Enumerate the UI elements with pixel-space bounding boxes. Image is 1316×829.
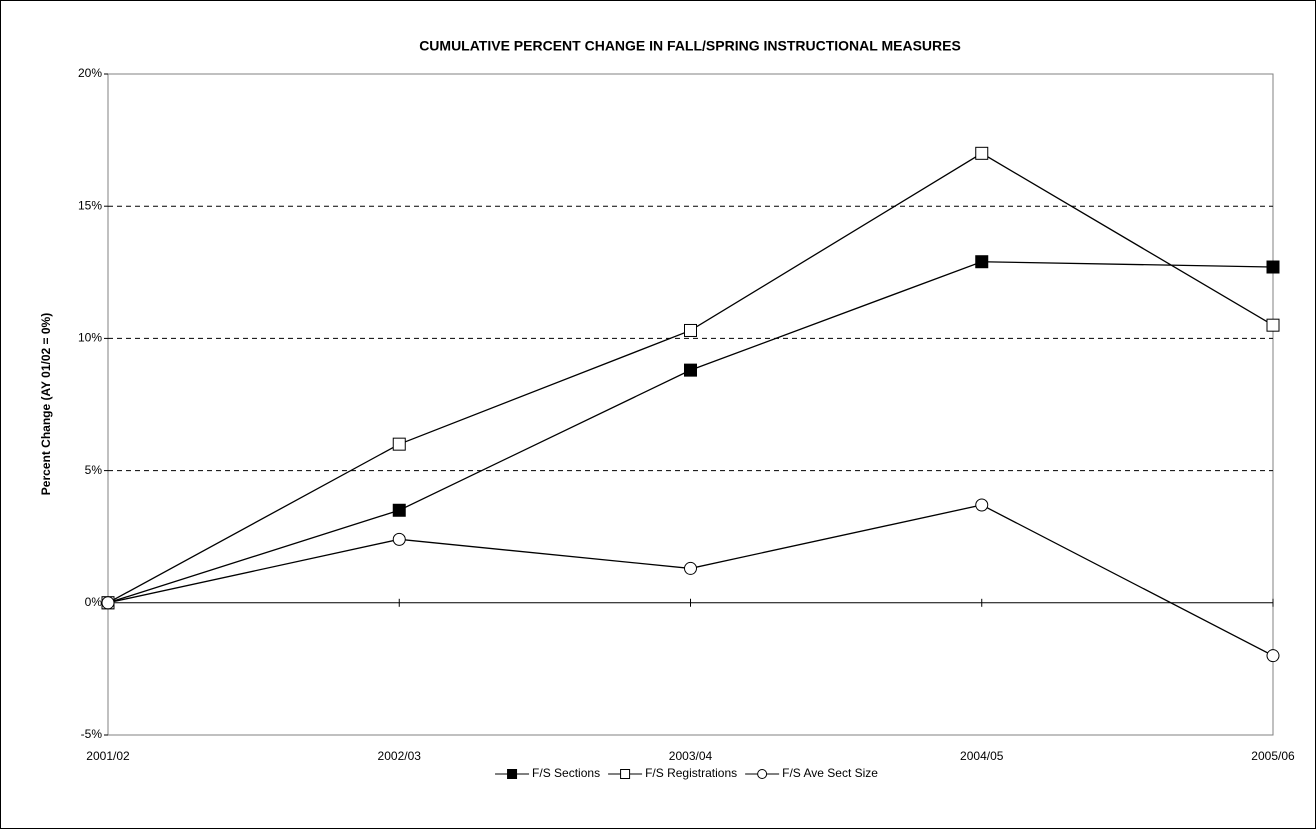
marker — [392, 437, 406, 451]
marker — [507, 769, 518, 779]
x-tick-label: 2002/03 — [378, 749, 422, 763]
marker — [757, 769, 768, 779]
marker — [684, 323, 697, 337]
legend-label: F/S Registrations — [645, 766, 737, 780]
x-tick-label: 2004/05 — [960, 749, 1004, 763]
marker — [975, 498, 989, 512]
marker — [101, 596, 115, 610]
legend-label: F/S Ave Sect Size — [782, 766, 878, 780]
marker — [1266, 318, 1280, 332]
x-tick-label: 2001/02 — [86, 749, 130, 763]
y-tick-label: 15% — [78, 198, 102, 212]
marker — [1266, 260, 1280, 274]
marker — [392, 503, 406, 517]
y-tick-label: -5% — [81, 727, 103, 741]
marker — [684, 363, 697, 377]
y-axis-label: Percent Change (AY 01/02 = 0%) — [39, 313, 53, 495]
legend-label: F/S Sections — [532, 766, 600, 780]
x-tick-label: 2003/04 — [669, 749, 713, 763]
legend: F/S Sections F/S Registrations F/S Ave Sec… — [495, 766, 878, 780]
marker — [620, 769, 631, 779]
marker — [975, 255, 989, 269]
y-tick-label: 0% — [85, 595, 103, 609]
y-tick-label: 5% — [85, 463, 103, 477]
marker — [684, 561, 697, 575]
y-tick-label: 20% — [78, 66, 102, 80]
marker — [975, 146, 989, 160]
y-tick-label: 10% — [78, 331, 102, 345]
chart-title: CUMULATIVE PERCENT CHANGE IN FALL/SPRING… — [419, 38, 961, 54]
marker — [1266, 649, 1280, 663]
plot-area — [107, 73, 1274, 736]
x-tick-label: 2005/06 — [1251, 749, 1295, 763]
marker — [392, 532, 406, 546]
